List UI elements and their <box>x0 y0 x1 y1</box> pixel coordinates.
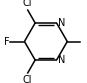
Text: F: F <box>4 37 10 46</box>
Text: N: N <box>58 18 65 28</box>
Text: N: N <box>58 55 65 65</box>
Text: Cl: Cl <box>23 0 32 8</box>
Text: Cl: Cl <box>23 75 32 83</box>
